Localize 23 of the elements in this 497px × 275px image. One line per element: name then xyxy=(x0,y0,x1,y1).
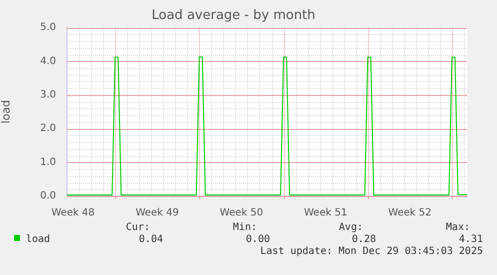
text: Cur: xyxy=(126,222,150,233)
text: 4.31 xyxy=(458,234,483,245)
text: 0.28 xyxy=(352,234,376,245)
text: 0.00 xyxy=(246,234,270,245)
x-tick-label: Week 50 xyxy=(220,208,264,219)
text: 0.04 xyxy=(138,234,163,245)
text: Avg: xyxy=(338,222,363,233)
x-tick-label: Week 51 xyxy=(304,208,348,219)
legend-label: load xyxy=(26,234,50,245)
y-tick-label: 3.0 xyxy=(40,90,56,101)
y-tick-label: 5.0 xyxy=(40,22,56,34)
x-tick-label: Week 49 xyxy=(136,208,179,219)
x-tick-label: Week 48 xyxy=(51,208,95,219)
x-tick-label: Week 52 xyxy=(388,208,432,219)
chart-title: Load average - by month xyxy=(152,8,316,24)
y-axis-title: load xyxy=(0,100,12,124)
y-tick-label: 4.0 xyxy=(40,56,56,67)
text: Max: xyxy=(446,222,470,233)
y-tick-label: 0.0 xyxy=(40,190,56,202)
text: Last update: Mon Dec 29 03:45:03 2025 xyxy=(260,246,483,257)
text: Min: xyxy=(232,222,257,233)
y-tick-label: 1.0 xyxy=(40,156,56,168)
y-tick-label: 2.0 xyxy=(40,123,56,134)
